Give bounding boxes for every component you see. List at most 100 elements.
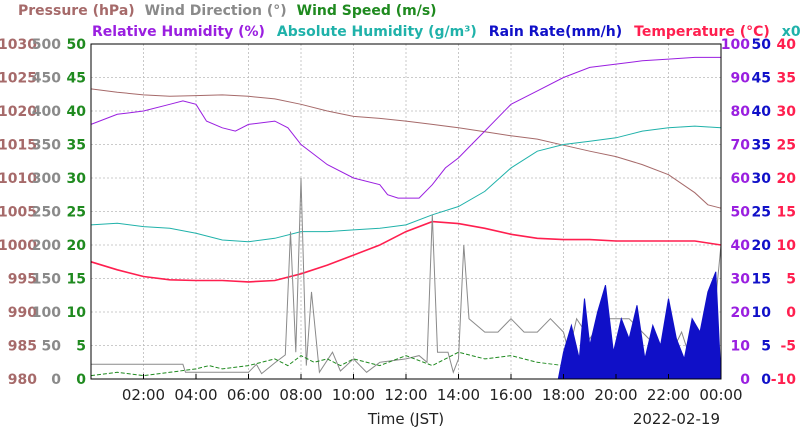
y-tick-wind-speed: 10 bbox=[67, 305, 87, 321]
y-tick-temperature: 5 bbox=[786, 272, 796, 288]
y-tick-wind-speed: 35 bbox=[67, 138, 86, 154]
y-tick-temperature: 0 bbox=[786, 305, 796, 321]
x-tick-label: 18:00 bbox=[542, 386, 585, 404]
y-tick-rain-rate: 0 bbox=[761, 372, 771, 388]
y-tick-temperature: 10 bbox=[777, 238, 797, 254]
x-axis: 02:00 04:00 06:00 08:00 10:00 12:00 14:00 16:00… bbox=[122, 374, 743, 404]
y-tick-rain-rate: 5 bbox=[761, 339, 771, 355]
series-pressure bbox=[90, 88, 722, 209]
y-tick-temperature: 20 bbox=[777, 171, 797, 187]
y-tick-humidity: 80 bbox=[731, 104, 751, 120]
x-tick-label: 00:00 bbox=[699, 386, 742, 404]
y-tick-wind-direction: 50 bbox=[42, 339, 62, 355]
y-tick-rain-rate: 30 bbox=[752, 171, 772, 187]
y-tick-temperature: 15 bbox=[777, 205, 796, 221]
y-tick-wind-speed: 25 bbox=[67, 205, 86, 221]
x-tick-label: 12:00 bbox=[384, 386, 427, 404]
x-tick-label: 08:00 bbox=[279, 386, 322, 404]
legend-entry: Temperature (°C) bbox=[634, 24, 770, 40]
y-tick-humidity: 100 bbox=[721, 37, 750, 53]
y-tick-rain-rate: 10 bbox=[752, 305, 772, 321]
y-tick-wind-speed: 40 bbox=[67, 104, 87, 120]
y-tick-rain-rate: 45 bbox=[752, 71, 771, 87]
x-tick-label: 14:00 bbox=[437, 386, 480, 404]
y-tick-wind-direction: 0 bbox=[51, 372, 61, 388]
series-rain-rate bbox=[557, 271, 722, 380]
y-tick-wind-speed: 0 bbox=[76, 372, 86, 388]
series-wind_direction bbox=[91, 177, 722, 375]
chart-series bbox=[90, 56, 722, 380]
legend-entry: Wind Speed (m/s) bbox=[297, 3, 437, 19]
y-tick-temperature: -10 bbox=[771, 372, 797, 388]
x-tick-label: 10:00 bbox=[332, 386, 375, 404]
y-tick-humidity: 20 bbox=[731, 305, 751, 321]
y-tick-humidity: 10 bbox=[731, 339, 751, 355]
y-tick-humidity: 0 bbox=[740, 372, 750, 388]
legend-entry: Pressure (hPa) bbox=[18, 3, 135, 19]
x-tick-label: 20:00 bbox=[594, 386, 637, 404]
y-tick-humidity: 50 bbox=[731, 205, 751, 221]
right-axes: 1009080706050403020100504540353025201510… bbox=[721, 37, 796, 388]
legend-entry: Relative Humidity (%) bbox=[92, 24, 265, 40]
chart-date: 2022-02-19 bbox=[633, 410, 720, 428]
y-tick-wind-direction: 250 bbox=[32, 205, 61, 221]
legend-entry: Rain Rate(mm/h) bbox=[489, 24, 622, 40]
series-temperature bbox=[90, 220, 722, 283]
x-tick-label: 02:00 bbox=[122, 386, 165, 404]
y-tick-temperature: 30 bbox=[777, 104, 797, 120]
y-tick-wind-speed: 5 bbox=[76, 339, 86, 355]
y-tick-humidity: 60 bbox=[731, 171, 751, 187]
y-tick-wind-direction: 450 bbox=[32, 71, 61, 87]
y-tick-pressure: 990 bbox=[8, 305, 37, 321]
y-tick-pressure: 1020 bbox=[0, 104, 37, 120]
y-tick-wind-direction: 300 bbox=[32, 171, 61, 187]
left-axes: 1030102510201015101010051000995990985980… bbox=[0, 37, 86, 388]
y-tick-wind-direction: 150 bbox=[32, 272, 61, 288]
legend-entry: Absolute Humidity (g/m³) bbox=[277, 24, 477, 40]
y-tick-pressure: 1000 bbox=[0, 238, 37, 254]
y-tick-wind-direction: 400 bbox=[32, 104, 61, 120]
x-tick-label: 22:00 bbox=[647, 386, 690, 404]
y-tick-pressure: 980 bbox=[8, 372, 37, 388]
chart-legend: Pressure (hPa) Wind Direction (°) Wind Spe… bbox=[18, 3, 800, 40]
y-tick-pressure: 1005 bbox=[0, 205, 37, 221]
legend-entry: x0.1 bbox=[782, 24, 800, 40]
y-tick-wind-speed: 15 bbox=[67, 272, 86, 288]
y-tick-humidity: 70 bbox=[731, 138, 751, 154]
y-tick-rain-rate: 15 bbox=[752, 272, 771, 288]
y-tick-rain-rate: 40 bbox=[752, 104, 772, 120]
chart-grid bbox=[91, 44, 721, 379]
y-tick-rain-rate: 50 bbox=[752, 37, 772, 53]
series-humidity bbox=[90, 56, 721, 199]
y-tick-humidity: 30 bbox=[731, 272, 751, 288]
y-tick-pressure: 995 bbox=[8, 272, 37, 288]
y-tick-temperature: -5 bbox=[780, 339, 796, 355]
y-tick-pressure: 985 bbox=[8, 339, 37, 355]
y-tick-wind-speed: 45 bbox=[67, 71, 86, 87]
y-tick-temperature: 25 bbox=[777, 138, 796, 154]
y-tick-wind-direction: 350 bbox=[32, 138, 61, 154]
y-tick-pressure: 1025 bbox=[0, 71, 37, 87]
y-tick-wind-speed: 50 bbox=[67, 37, 87, 53]
x-axis-label: Time (JST) bbox=[367, 410, 444, 428]
y-tick-pressure: 1015 bbox=[0, 138, 37, 154]
y-tick-pressure: 1030 bbox=[0, 37, 37, 53]
y-tick-temperature: 40 bbox=[777, 37, 797, 53]
y-tick-wind-direction: 500 bbox=[32, 37, 61, 53]
y-tick-rain-rate: 35 bbox=[752, 138, 771, 154]
y-tick-wind-direction: 200 bbox=[32, 238, 61, 254]
x-tick-label: 16:00 bbox=[489, 386, 532, 404]
y-tick-humidity: 90 bbox=[731, 71, 751, 87]
y-tick-rain-rate: 25 bbox=[752, 205, 771, 221]
y-tick-wind-speed: 30 bbox=[67, 171, 87, 187]
series-humidity bbox=[90, 125, 722, 243]
x-tick-label: 04:00 bbox=[174, 386, 217, 404]
y-tick-wind-direction: 100 bbox=[32, 305, 61, 321]
x-tick-label: 06:00 bbox=[227, 386, 270, 404]
y-tick-humidity: 40 bbox=[731, 238, 751, 254]
legend-entry: Wind Direction (°) bbox=[145, 3, 287, 19]
y-tick-temperature: 35 bbox=[777, 71, 796, 87]
y-tick-pressure: 1010 bbox=[0, 171, 37, 187]
y-tick-rain-rate: 20 bbox=[752, 238, 772, 254]
